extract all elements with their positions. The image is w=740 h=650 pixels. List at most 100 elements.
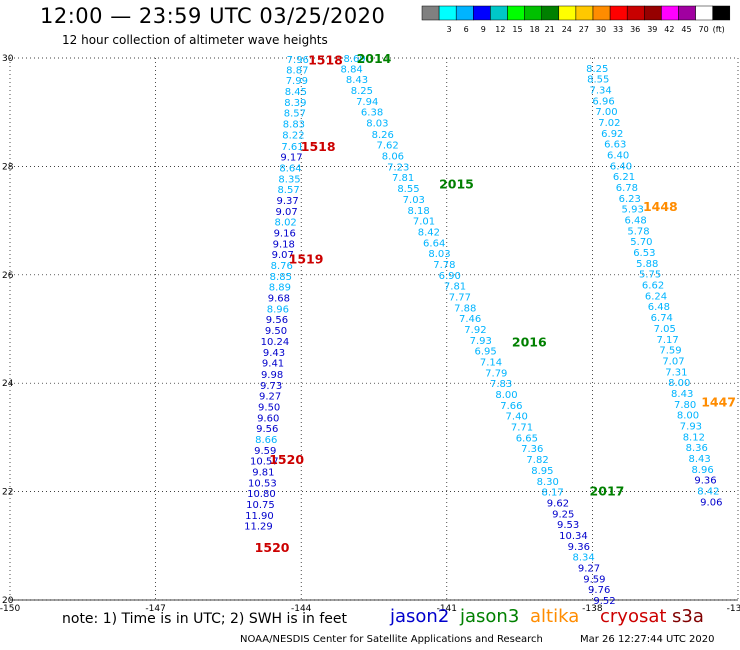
- data-label-altika: 8.25: [586, 64, 608, 75]
- data-label-jason3: 8.03: [428, 249, 450, 260]
- colorbar-label: 27: [579, 25, 589, 34]
- pass-time-label: 2016: [512, 334, 547, 349]
- data-label-altika: 8.43: [671, 389, 693, 400]
- colorbar-label: 30: [596, 25, 606, 34]
- data-label-jason3: 7.01: [413, 217, 435, 228]
- colorbar-swatch: [644, 5, 662, 21]
- data-label-cryosat: 9.50: [265, 326, 287, 337]
- data-label-jason3: 9.53: [557, 520, 579, 531]
- data-label-jason3: 8.84: [341, 64, 363, 75]
- data-label-cryosat: 9.73: [260, 381, 282, 392]
- colorbar-label: 21: [545, 25, 555, 34]
- data-label-altika: 5.70: [630, 237, 652, 248]
- data-label-altika: 6.40: [607, 150, 629, 161]
- data-label-altika: 8.00: [668, 378, 690, 389]
- data-label-altika: 6.48: [648, 302, 670, 313]
- pass-time-label: 1519: [289, 252, 324, 267]
- pass-time-label: 2017: [590, 484, 625, 499]
- data-label-cryosat: 9.16: [274, 229, 296, 240]
- data-label-jason3: 7.03: [403, 195, 425, 206]
- data-label-jason3: 7.40: [506, 412, 528, 423]
- data-label-cryosat: 8.89: [269, 283, 291, 294]
- pass-time-label: 1520: [269, 452, 304, 467]
- chart-subtitle: 12 hour collection of altimeter wave hei…: [62, 33, 328, 47]
- data-label-jason3: 9.59: [583, 574, 605, 585]
- data-label-cryosat: 10.80: [247, 489, 276, 500]
- colorbar-label: 15: [512, 25, 522, 34]
- data-label-cryosat: 9.98: [261, 370, 283, 381]
- data-label-altika: 8.96: [691, 465, 713, 476]
- data-label-jason3: 8.06: [382, 152, 404, 163]
- data-label-cryosat: 8.57: [284, 109, 306, 120]
- data-label-altika: 6.24: [645, 291, 667, 302]
- data-label-jason3: 8.30: [537, 477, 559, 488]
- data-label-jason3: 9.62: [547, 498, 569, 509]
- data-label-cryosat: 10.57: [250, 457, 279, 468]
- data-label-cryosat: 9.60: [257, 413, 279, 424]
- y-tick-label: 22: [2, 488, 13, 498]
- pass-time-label: 1448: [643, 199, 678, 214]
- data-label-jason3: 7.23: [387, 162, 409, 173]
- data-label-cryosat: 9.18: [273, 239, 295, 250]
- colorbar-swatch: [421, 5, 440, 21]
- data-label-jason3: 7.83: [490, 379, 512, 390]
- x-tick-label: -144: [291, 604, 312, 614]
- data-label-jason3: 9.25: [552, 509, 574, 520]
- data-label-jason3: 6.65: [516, 433, 538, 444]
- legend-s3a: s3a: [672, 606, 704, 627]
- note-text: note: 1) Time is in UTC; 2) SWH is in fe…: [62, 611, 348, 627]
- data-label-cryosat: 8.66: [255, 435, 277, 446]
- data-label-jason3: 7.82: [526, 455, 548, 466]
- chart-title: 12:00 — 23:59 UTC 03/25/2020: [40, 4, 386, 28]
- data-label-altika: 6.21: [613, 172, 635, 183]
- data-label-cryosat: 8.85: [270, 272, 292, 283]
- data-label-cryosat: 8.39: [284, 98, 306, 109]
- data-label-cryosat: 9.17: [280, 153, 302, 164]
- data-label-altika: 7.34: [590, 85, 612, 96]
- data-label-altika: 6.96: [592, 96, 614, 107]
- data-label-cryosat: 8.57: [277, 185, 299, 196]
- legend-jason3: jason3: [460, 606, 520, 627]
- data-label-jason3: 8.00: [495, 390, 517, 401]
- data-label-altika: 7.31: [665, 367, 687, 378]
- data-label-jason3: 7.81: [444, 282, 466, 293]
- legend-jason2: jason2: [390, 606, 450, 627]
- pass-time-label: 2014: [357, 51, 392, 66]
- data-label-altika: 8.12: [683, 432, 705, 443]
- data-label-jason3: 6.90: [439, 271, 461, 282]
- data-label-altika: 5.75: [639, 270, 661, 281]
- data-label-altika: 8.36: [686, 443, 708, 454]
- data-label-altika: 6.74: [651, 313, 673, 324]
- data-label-cryosat: 8.22: [282, 130, 304, 141]
- data-label-altika: 6.78: [616, 183, 638, 194]
- data-label-jason3: 7.88: [454, 303, 476, 314]
- data-label-jason3: 8.26: [372, 130, 394, 141]
- data-label-jason3: 9.76: [588, 585, 610, 596]
- data-label-jason3: 7.81: [392, 173, 414, 184]
- data-label-jason3: 7.78: [433, 260, 455, 271]
- data-label-cryosat: 8.96: [267, 304, 289, 315]
- colorbar-swatch: [592, 5, 611, 21]
- data-label-jason3: 7.77: [449, 292, 471, 303]
- data-label-altika: 7.93: [680, 421, 702, 432]
- colorbar-label: 6: [464, 25, 469, 34]
- colorbar-label: 3: [447, 25, 452, 34]
- x-tick-label: -138: [582, 604, 603, 614]
- data-label-altika: 8.00: [677, 411, 699, 422]
- data-label-cryosat: 11.90: [245, 511, 274, 522]
- data-label-cryosat: 9.07: [272, 250, 294, 261]
- data-label-jason3: 8.25: [351, 86, 373, 97]
- data-label-jason3: 8.55: [397, 184, 419, 195]
- data-label-altika: 8.55: [587, 75, 609, 86]
- data-label-jason3: 8.34: [573, 553, 595, 564]
- colorbar-swatch: [438, 5, 457, 21]
- colorbar-label: 24: [562, 25, 572, 34]
- legend-altika: altika: [530, 606, 580, 627]
- data-label-altika: 6.48: [624, 216, 646, 227]
- colorbar-swatch: [695, 5, 713, 21]
- y-tick-label: 26: [2, 271, 14, 281]
- data-label-cryosat: 10.53: [248, 478, 277, 489]
- data-label-jason3: 7.79: [485, 368, 507, 379]
- data-label-altika: 6.53: [633, 248, 655, 259]
